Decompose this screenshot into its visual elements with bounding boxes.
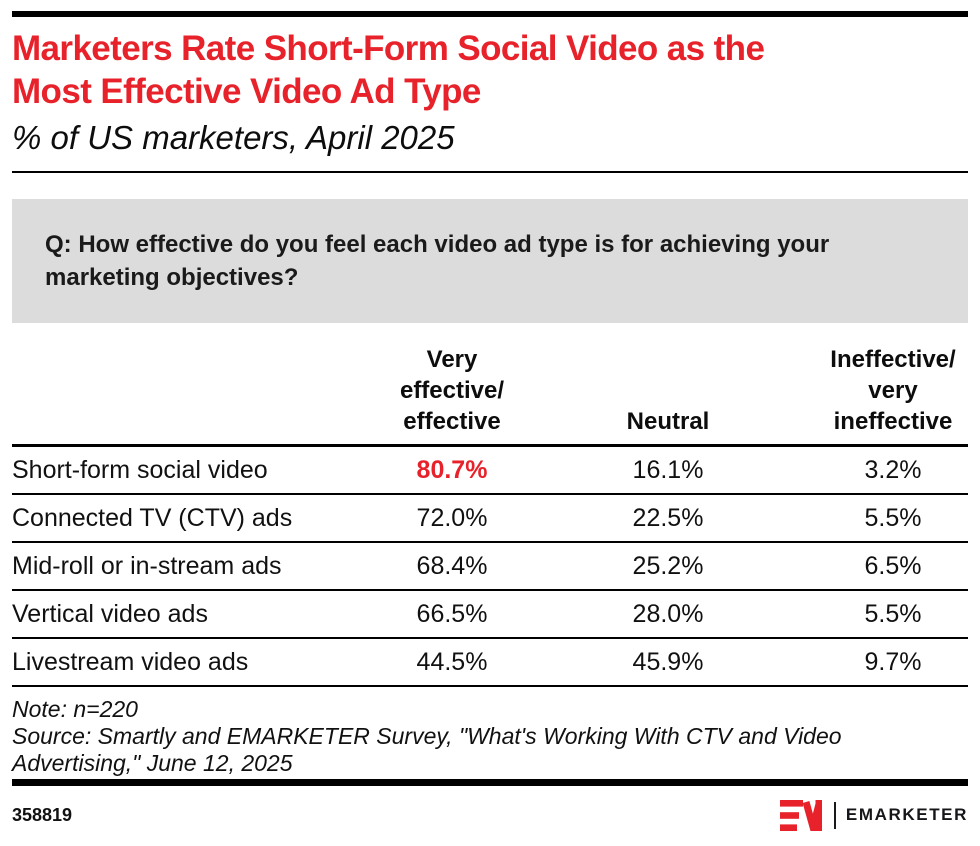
chart-page: Marketers Rate Short-Form Social Video a… bbox=[0, 11, 980, 846]
source-text-line-1: Source: Smartly and EMARKETER Survey, "W… bbox=[12, 723, 842, 749]
cell-neutral: 16.1% bbox=[632, 455, 704, 484]
question-line-1: Q: How effective do you feel each video … bbox=[45, 231, 830, 258]
cell-very-effective: 72.0% bbox=[416, 503, 488, 532]
cell-neutral: 22.5% bbox=[632, 503, 704, 532]
top-rule-bar bbox=[12, 11, 968, 17]
table-row-livestream-video-ads: Livestream video ads 44.5% 45.9% 9.7% bbox=[12, 639, 968, 687]
row-label: Mid-roll or in-stream ads bbox=[12, 551, 282, 580]
footer: 358819 EMARKETER bbox=[12, 796, 968, 834]
chart-title: Marketers Rate Short-Form Social Video a… bbox=[12, 27, 968, 113]
row-label: Vertical video ads bbox=[12, 599, 208, 628]
table-row-connected-tv-ads: Connected TV (CTV) ads 72.0% 22.5% 5.5% bbox=[12, 495, 968, 543]
chart-title-line-1: Marketers Rate Short-Form Social Video a… bbox=[12, 29, 765, 68]
row-label: Short-form social video bbox=[12, 455, 268, 484]
question-box: Q: How effective do you feel each video … bbox=[12, 199, 968, 323]
notes-block: Note: n=220 Source: Smartly and EMARKETE… bbox=[12, 696, 968, 777]
cell-ineffective: 5.5% bbox=[864, 503, 922, 532]
cell-very-effective: 66.5% bbox=[416, 599, 488, 628]
emarketer-wordmark: EMARKETER bbox=[845, 805, 968, 824]
column-header-ineffective: Ineffective/ very ineffective bbox=[830, 346, 956, 435]
column-header-very-effective: Very effective/ effective bbox=[399, 346, 505, 435]
chart-title-line-2: Most Effective Video Ad Type bbox=[12, 72, 481, 111]
cell-very-effective: 80.7% bbox=[416, 455, 488, 484]
cell-neutral: 45.9% bbox=[632, 647, 704, 676]
cell-very-effective: 68.4% bbox=[416, 551, 488, 580]
question-line-2: marketing objectives? bbox=[45, 264, 299, 291]
cell-neutral: 28.0% bbox=[632, 599, 704, 628]
bottom-rule-bar bbox=[12, 779, 968, 786]
table-row-short-form-social-video: Short-form social video 80.7% 16.1% 3.2% bbox=[12, 447, 968, 495]
emarketer-logo: EMARKETER bbox=[779, 799, 968, 831]
table-row-mid-roll-in-stream-ads: Mid-roll or in-stream ads 68.4% 25.2% 6.… bbox=[12, 543, 968, 591]
table-row-vertical-video-ads: Vertical video ads 66.5% 28.0% 5.5% bbox=[12, 591, 968, 639]
row-label: Connected TV (CTV) ads bbox=[12, 503, 293, 532]
column-header-neutral: Neutral bbox=[626, 408, 710, 435]
cell-ineffective: 9.7% bbox=[864, 647, 922, 676]
title-divider-rule bbox=[12, 171, 968, 173]
logo-divider bbox=[833, 801, 836, 829]
cell-ineffective: 6.5% bbox=[864, 551, 922, 580]
cell-very-effective: 44.5% bbox=[416, 647, 488, 676]
chart-subtitle: % of US marketers, April 2025 bbox=[12, 119, 455, 156]
cell-ineffective: 5.5% bbox=[864, 599, 922, 628]
table-header-row: Very effective/ effective Neutral Ineffe… bbox=[12, 344, 968, 447]
chart-id: 358819 bbox=[12, 804, 73, 825]
cell-neutral: 25.2% bbox=[632, 551, 704, 580]
em-monogram-icon bbox=[779, 799, 822, 831]
results-table: Very effective/ effective Neutral Ineffe… bbox=[12, 344, 968, 687]
note-text: Note: n=220 bbox=[12, 696, 138, 722]
source-text-line-2: Advertising," June 12, 2025 bbox=[12, 750, 293, 776]
row-label: Livestream video ads bbox=[12, 647, 249, 676]
cell-ineffective: 3.2% bbox=[864, 455, 922, 484]
